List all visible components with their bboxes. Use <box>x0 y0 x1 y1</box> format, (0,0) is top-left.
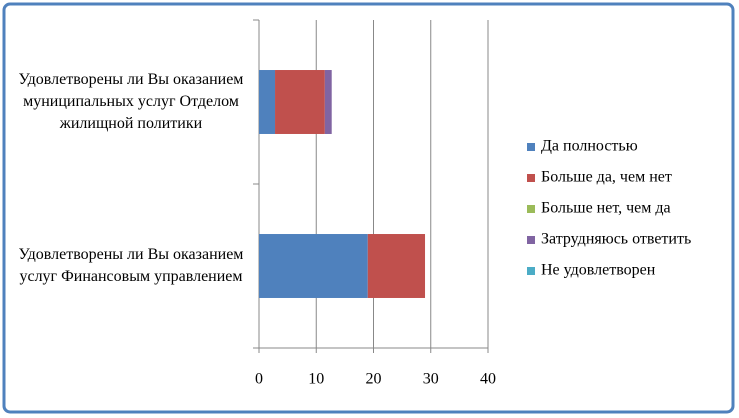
y-tick-label: Удовлетворены ли Вы оказанием услуг Фина… <box>18 246 244 285</box>
frame <box>2 2 735 414</box>
bar-segment <box>275 70 325 134</box>
bar-segment <box>259 70 276 134</box>
bar-segment <box>259 234 368 298</box>
legend-label: Больше да, чем нет <box>541 169 672 186</box>
bar-segment <box>324 70 332 134</box>
legend-label: Да полностью <box>541 138 638 155</box>
x-tick-label: 30 <box>423 371 439 388</box>
bar-segment <box>367 234 426 298</box>
legend-label: Затрудняюсь ответить <box>541 231 691 248</box>
legend-swatch <box>527 236 535 244</box>
legend-swatch <box>527 143 535 151</box>
legend-swatch <box>527 174 535 182</box>
legend-swatch <box>527 205 535 213</box>
x-tick-label: 10 <box>308 371 324 388</box>
legend-label: Больше нет, чем да <box>541 200 671 217</box>
y-tick-label: Удовлетворены ли Вы оказанием муниципаль… <box>18 71 244 132</box>
legend-swatch <box>527 267 535 275</box>
legend-label: Не удовлетворен <box>541 262 656 279</box>
x-tick-label: 20 <box>366 371 382 388</box>
x-tick-label: 40 <box>480 371 496 388</box>
x-tick-label: 0 <box>255 371 263 388</box>
